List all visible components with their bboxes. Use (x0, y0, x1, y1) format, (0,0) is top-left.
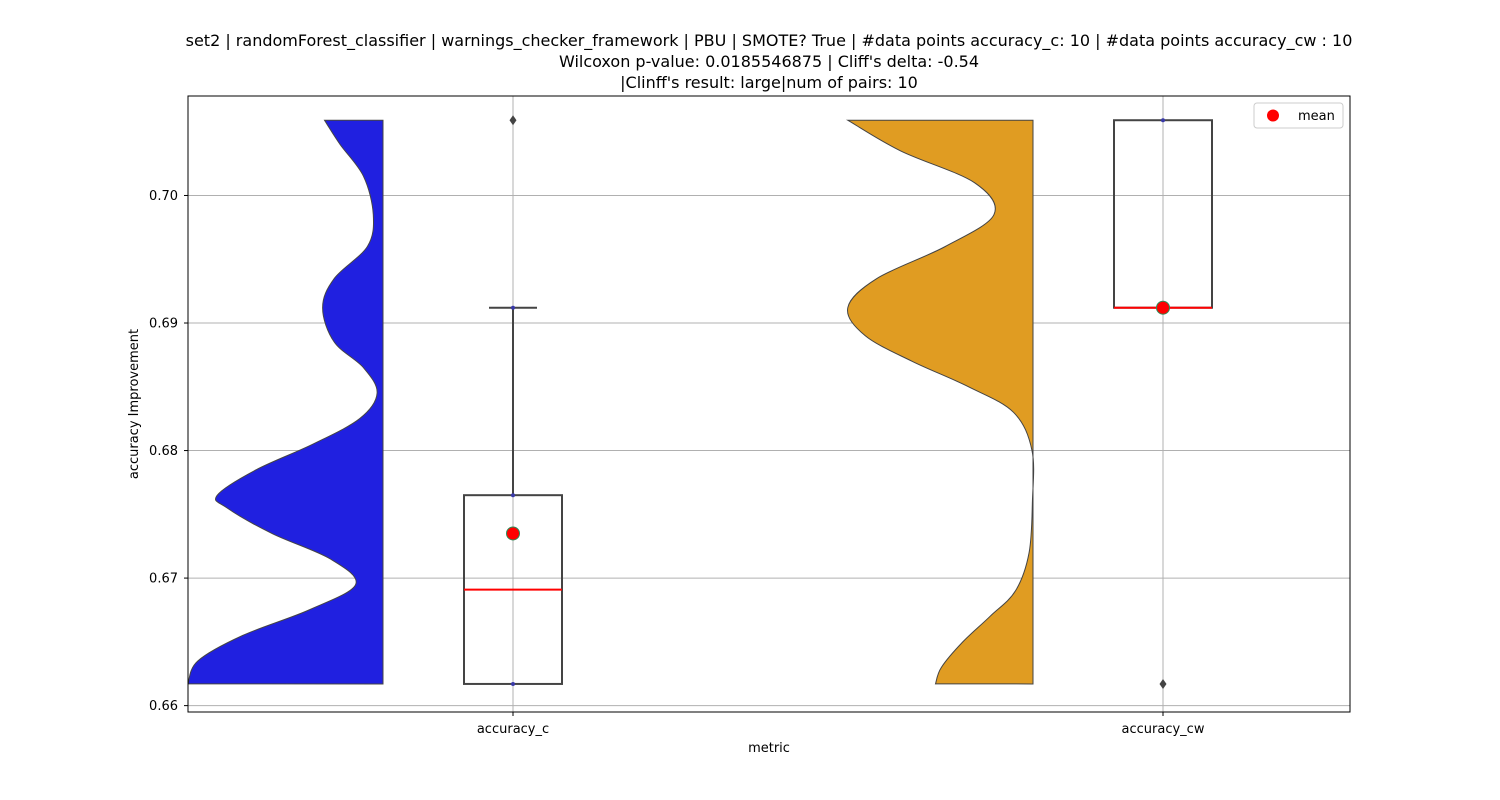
outlier-marker (1159, 678, 1167, 689)
y-tick-label: 0.66 (149, 699, 178, 714)
mean-marker (1156, 300, 1170, 315)
y-tick-label: 0.70 (149, 189, 178, 204)
boxplot-accuracy_c (463, 115, 563, 686)
legend-mean-marker (1267, 109, 1279, 122)
x-tick-label: accuracy_c (477, 722, 549, 737)
data-point (511, 681, 515, 686)
violin-layer (188, 119, 1035, 685)
y-tick-label: 0.67 (149, 572, 178, 587)
y-tick-label: 0.68 (149, 444, 178, 459)
legend-box (1253, 102, 1344, 129)
y-tick-label: 0.69 (149, 317, 178, 332)
x-axis-label: metric (748, 741, 790, 756)
chart-title: set2 | randomForest_classifier | warning… (186, 31, 1353, 92)
x-tick-label: accuracy_cw (1122, 722, 1205, 737)
boxplot-accuracy_cw (1113, 118, 1213, 689)
data-point (1161, 118, 1165, 123)
violin-accuracy_c (188, 119, 384, 685)
legend: mean (1253, 102, 1344, 129)
y-axis-label: accuracy Improvement (127, 329, 142, 479)
title-line-1: set2 | randomForest_classifier | warning… (186, 31, 1353, 51)
mean-marker (506, 526, 520, 541)
title-line-2: Wilcoxon p-value: 0.0185546875 | Cliff's… (559, 52, 979, 71)
plot-frame (187, 95, 1351, 713)
data-point (511, 305, 515, 310)
title-line-3: |Clinff's result: large|num of pairs: 10 (620, 73, 918, 92)
axis-layer: 0.66 0.67 0.68 0.69 0.70 accuracy_c accuracy_c… (149, 189, 1205, 737)
box-layer (463, 115, 1213, 689)
outlier-marker (509, 115, 517, 126)
legend-mean-label: mean (1298, 109, 1335, 124)
data-point (511, 493, 515, 498)
violin-accuracy_cw (845, 119, 1035, 685)
